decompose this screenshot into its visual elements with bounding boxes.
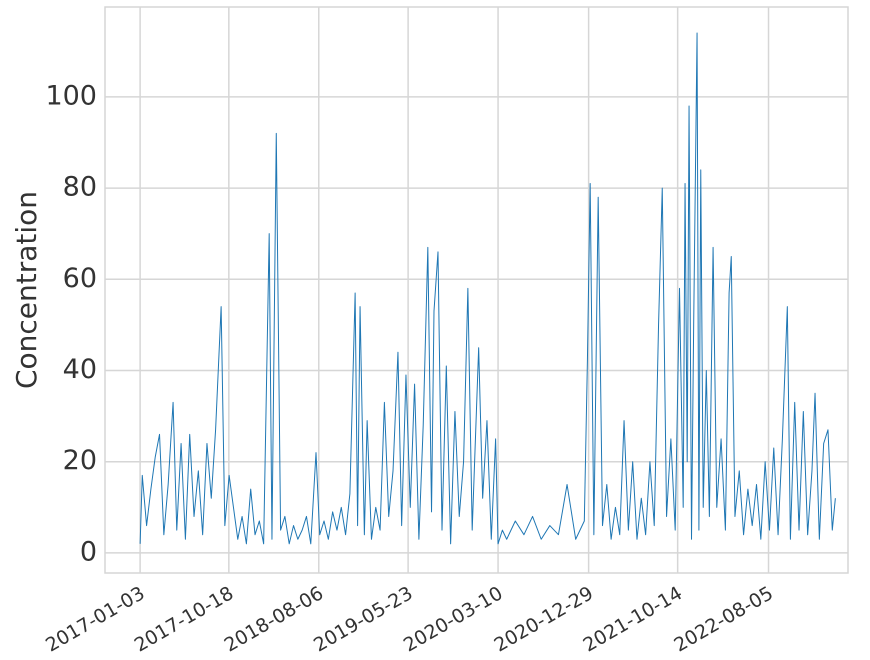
x-tick-label: 2021-10-14	[580, 582, 687, 656]
y-tick-label: 80	[63, 172, 97, 203]
x-tick-label: 2020-12-29	[490, 582, 597, 656]
x-tick-label: 2020-03-10	[400, 582, 507, 656]
x-tick-label: 2018-08-06	[221, 582, 328, 656]
y-tick-label: 40	[63, 354, 97, 385]
y-tick-label: 60	[63, 263, 97, 294]
y-tick-label: 100	[45, 80, 97, 111]
y-axis-label: Concentration	[10, 191, 43, 389]
x-tick-label: 2019-05-23	[310, 582, 417, 656]
x-tick-label: 2017-10-18	[131, 582, 238, 656]
x-tick-label: 2022-08-05	[670, 582, 777, 656]
plot-frame	[104, 6, 849, 574]
y-tick-label: 0	[80, 536, 97, 567]
y-tick-label: 20	[63, 445, 97, 476]
x-tick-label: 2017-01-03	[42, 582, 149, 656]
data-line	[139, 32, 836, 545]
